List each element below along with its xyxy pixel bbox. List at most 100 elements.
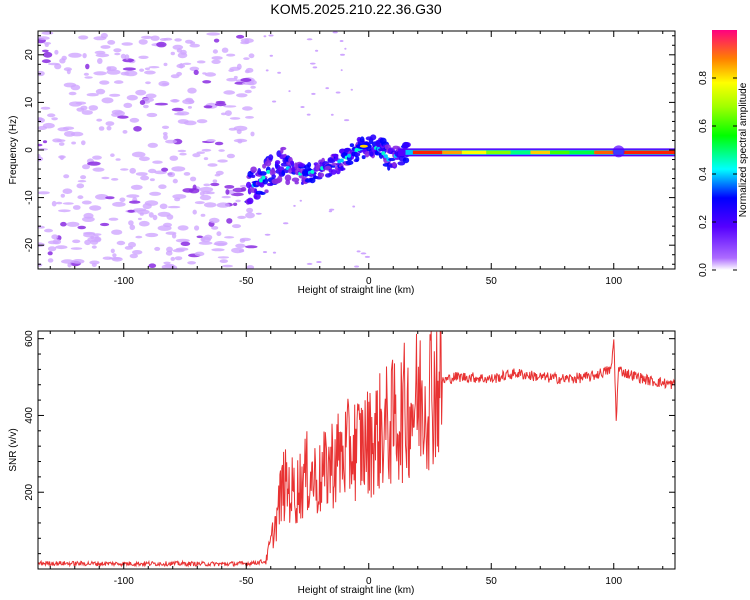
noise-blob	[47, 113, 56, 118]
ridge-blob	[349, 143, 355, 148]
noise-blob	[214, 141, 224, 146]
noise-blob	[161, 167, 169, 172]
noise-blob	[143, 104, 149, 109]
noise-blob	[219, 259, 228, 263]
noise-blob	[129, 224, 136, 231]
noise-blob	[135, 172, 148, 176]
ridge-blob	[294, 180, 299, 185]
ridge-blob	[280, 146, 287, 151]
bottom-x-tick-label: 100	[605, 576, 622, 587]
noise-blob	[179, 152, 187, 156]
noise-blob	[40, 106, 51, 110]
top-y-tick-label: -20	[24, 238, 35, 253]
bottom-y-tick-label: 600	[24, 330, 35, 347]
noise-blob	[88, 105, 99, 111]
bottom-x-tick-label: -100	[114, 576, 134, 587]
noise-blob	[206, 139, 216, 142]
band-segment	[442, 150, 462, 155]
noise-speckle	[38, 31, 370, 269]
ridge-blob	[297, 163, 306, 168]
noise-blob	[144, 70, 156, 75]
noise-blob	[213, 38, 220, 43]
noise-blob	[132, 250, 143, 255]
noise-blob	[123, 102, 133, 108]
noise-blob	[163, 261, 171, 265]
noise-blob	[149, 191, 162, 196]
noise-blob	[237, 215, 247, 219]
ridge-blob	[343, 147, 351, 153]
noise-blob	[90, 239, 99, 245]
noise-blob	[100, 222, 110, 227]
noise-blob	[262, 251, 268, 253]
colorbar	[712, 30, 737, 270]
ridge-blob	[315, 163, 321, 171]
noise-blob	[207, 163, 218, 167]
noise-blob	[238, 249, 245, 253]
noise-blob	[128, 241, 136, 248]
noise-blob	[83, 232, 96, 238]
noise-blob	[211, 248, 225, 252]
noise-blob	[203, 157, 209, 161]
noise-blob	[63, 67, 72, 72]
noise-blob	[152, 160, 163, 164]
ridge-core	[339, 158, 344, 163]
noise-blob	[170, 99, 180, 103]
bottom-x-axis-label: Height of straight line (km)	[298, 585, 415, 596]
top-y-tick-label: 0	[24, 147, 35, 153]
noise-blob	[176, 63, 186, 69]
noise-blob	[217, 256, 230, 259]
noise-blob	[177, 149, 187, 153]
noise-blob	[236, 34, 245, 39]
ridge-blob	[291, 177, 300, 182]
noise-blob	[68, 91, 77, 96]
ridge-blob	[309, 177, 316, 184]
noise-blob	[203, 202, 217, 208]
noise-blob	[59, 58, 66, 64]
noise-blob	[182, 188, 194, 193]
noise-blob	[139, 100, 146, 105]
noise-blob	[128, 220, 134, 226]
noise-blob	[236, 129, 242, 135]
noise-blob	[224, 110, 232, 116]
ridge-blob	[271, 174, 277, 179]
noise-blob	[167, 205, 181, 209]
noise-blob	[242, 106, 253, 111]
noise-blob	[142, 97, 155, 103]
noise-blob	[43, 42, 52, 45]
noise-blob	[63, 174, 70, 179]
noise-blob	[189, 43, 200, 48]
colorbar-tick-label: 0.0	[698, 263, 709, 277]
noise-blob	[240, 187, 247, 192]
noise-blob	[38, 263, 43, 267]
noise-blob	[315, 49, 319, 52]
noise-blob	[148, 212, 154, 218]
noise-blob	[272, 100, 277, 103]
noise-blob	[240, 78, 252, 82]
ridge-blob	[330, 169, 337, 175]
noise-blob	[352, 205, 356, 208]
noise-blob	[42, 49, 49, 53]
noise-blob	[283, 222, 289, 225]
noise-blob	[96, 118, 103, 122]
ridge-blob	[392, 161, 397, 167]
bottom-y-tick-label: 400	[24, 407, 35, 424]
noise-blob	[69, 101, 82, 107]
noise-blob	[47, 246, 57, 252]
noise-blob	[203, 183, 211, 187]
noise-blob	[187, 106, 192, 109]
noise-blob	[129, 117, 140, 123]
noise-blob	[78, 35, 89, 40]
noise-blob	[38, 191, 50, 195]
colorbar-tick-label: 0.4	[698, 167, 709, 181]
noise-blob	[111, 178, 119, 181]
noise-blob	[328, 210, 333, 213]
noise-blob	[113, 80, 124, 84]
ridge-blob	[364, 151, 370, 158]
noise-blob	[95, 53, 110, 58]
noise-blob	[329, 208, 335, 211]
noise-blob	[202, 80, 212, 84]
noise-blob	[288, 90, 291, 93]
noise-blob	[84, 76, 93, 79]
ridge-blob	[370, 134, 377, 141]
